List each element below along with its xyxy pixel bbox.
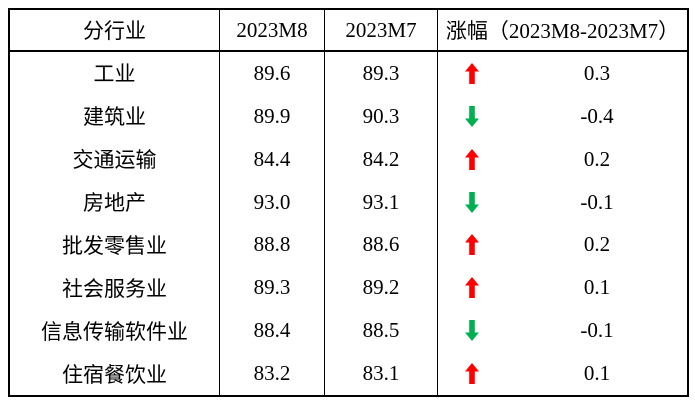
down-arrow-icon [465, 320, 479, 342]
m8-value: 89.6 [220, 52, 325, 95]
change-value: 0.2 [583, 146, 611, 171]
change-value: 0.1 [583, 361, 611, 386]
table-body: 工业 89.6 89.3 0.3 建筑业 89.9 90.3 -0.4 交通运输 [10, 52, 687, 395]
industry-name: 交通运输 [10, 137, 220, 181]
change-value: 0.3 [583, 60, 611, 85]
up-arrow-icon [465, 363, 479, 385]
header-industry: 分行业 [10, 10, 220, 50]
industry-name: 建筑业 [10, 94, 220, 138]
change-cell: 0.2 [438, 138, 687, 181]
m7-value: 88.6 [325, 223, 438, 267]
change-cell: 0.1 [438, 266, 687, 309]
industry-comparison-table: 分行业 2023M8 2023M7 涨幅（2023M8-2023M7） 工业 8… [8, 8, 689, 397]
change-cell: 0.3 [438, 52, 687, 95]
up-arrow-icon [465, 62, 479, 84]
change-cell: 0.2 [438, 224, 687, 267]
table-row: 批发零售业 88.8 88.6 0.2 [10, 223, 687, 267]
up-arrow-icon [465, 277, 479, 299]
change-cell: -0.4 [438, 95, 687, 138]
table-row: 建筑业 89.9 90.3 -0.4 [10, 94, 687, 138]
header-2023m7: 2023M7 [325, 10, 438, 50]
down-arrow-icon [465, 191, 479, 213]
change-value: 0.1 [583, 275, 611, 300]
m8-value: 88.8 [220, 223, 325, 267]
header-change: 涨幅（2023M8-2023M7） [445, 19, 680, 43]
industry-name: 工业 [10, 52, 220, 95]
up-arrow-icon [465, 148, 479, 170]
industry-name: 社会服务业 [10, 266, 220, 310]
change-value: -0.1 [580, 189, 614, 214]
table-row: 住宿餐饮业 83.2 83.1 0.1 [10, 352, 687, 395]
table-row: 工业 89.6 89.3 0.3 [10, 52, 687, 95]
change-value: 0.2 [583, 232, 611, 257]
m7-value: 83.1 [325, 352, 438, 395]
header-2023m8: 2023M8 [220, 10, 325, 50]
table-row: 交通运输 84.4 84.2 0.2 [10, 137, 687, 181]
industry-name: 住宿餐饮业 [10, 352, 220, 395]
m7-value: 90.3 [325, 94, 438, 138]
change-value: -0.1 [580, 318, 614, 343]
m8-value: 84.4 [220, 137, 325, 181]
industry-name: 房地产 [10, 180, 220, 224]
m7-value: 84.2 [325, 137, 438, 181]
table-header-row: 分行业 2023M8 2023M7 涨幅（2023M8-2023M7） [10, 10, 687, 52]
change-value: -0.4 [580, 103, 614, 128]
m8-value: 83.2 [220, 352, 325, 395]
m7-value: 88.5 [325, 309, 438, 353]
m8-value: 93.0 [220, 180, 325, 224]
m8-value: 88.4 [220, 309, 325, 353]
change-cell: -0.1 [438, 309, 687, 352]
m8-value: 89.3 [220, 266, 325, 310]
table-row: 信息传输软件业 88.4 88.5 -0.1 [10, 309, 687, 353]
m7-value: 93.1 [325, 180, 438, 224]
m8-value: 89.9 [220, 94, 325, 138]
change-cell: -0.1 [438, 181, 687, 224]
industry-name: 批发零售业 [10, 223, 220, 267]
down-arrow-icon [465, 105, 479, 127]
table-row: 社会服务业 89.3 89.2 0.1 [10, 266, 687, 310]
change-cell: 0.1 [438, 352, 687, 395]
m7-value: 89.3 [325, 52, 438, 95]
up-arrow-icon [465, 234, 479, 256]
industry-name: 信息传输软件业 [10, 309, 220, 353]
table-row: 房地产 93.0 93.1 -0.1 [10, 180, 687, 224]
m7-value: 89.2 [325, 266, 438, 310]
